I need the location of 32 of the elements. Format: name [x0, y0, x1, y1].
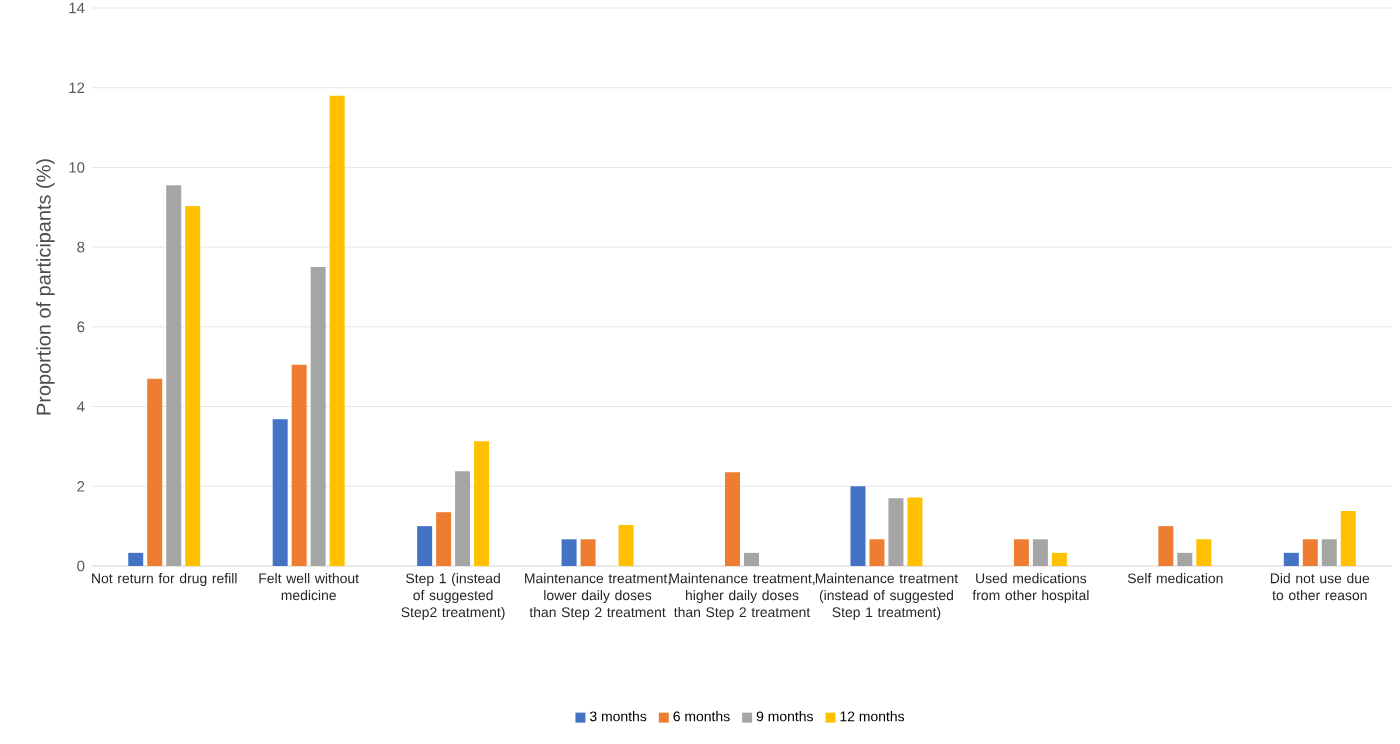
bar	[291, 364, 307, 566]
bar	[417, 526, 433, 566]
bar	[185, 206, 201, 566]
bar	[1302, 539, 1318, 566]
bar	[474, 441, 490, 566]
bar	[436, 512, 452, 566]
bar	[1013, 539, 1029, 566]
bar	[1321, 539, 1337, 566]
bar	[1158, 526, 1174, 566]
bar	[1283, 552, 1299, 566]
bar	[329, 95, 345, 566]
bar	[888, 498, 904, 566]
bar	[618, 524, 634, 566]
bar	[850, 486, 866, 566]
y-axis-title: Proportion of participants (%)	[36, 159, 55, 415]
bar	[272, 419, 288, 566]
bar	[128, 552, 144, 566]
bar	[869, 539, 885, 566]
bar	[580, 539, 596, 566]
bar	[744, 552, 759, 566]
bar	[1177, 552, 1193, 566]
bar	[1196, 539, 1212, 566]
bar	[455, 471, 471, 566]
bar	[907, 497, 923, 566]
bar	[725, 472, 741, 566]
bar	[1340, 511, 1356, 566]
bar	[147, 378, 163, 566]
bar	[1032, 539, 1048, 566]
bar	[561, 539, 577, 566]
bar	[1051, 552, 1067, 566]
bar	[166, 185, 182, 566]
bar	[310, 267, 326, 566]
